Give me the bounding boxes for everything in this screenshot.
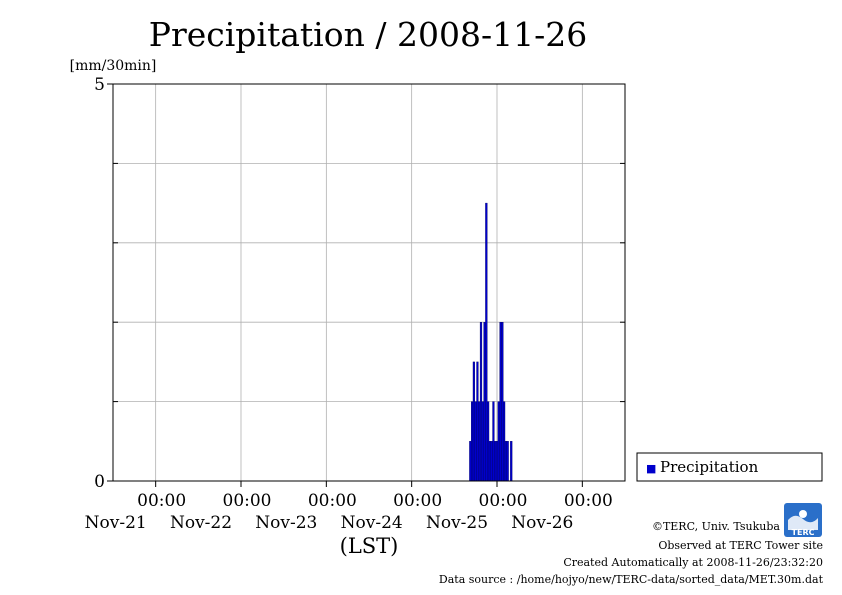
footer-created: Created Automatically at 2008-11-26/23:3…	[563, 556, 823, 569]
precipitation-bar	[492, 401, 495, 482]
precipitation-bar	[481, 401, 484, 482]
precipitation-bar	[494, 441, 497, 482]
plot-frame	[112, 83, 626, 482]
x-tick-time: 00:00	[393, 491, 442, 511]
x-tick-date: Nov-21	[85, 513, 147, 533]
x-tick-time: 00:00	[137, 491, 186, 511]
footer-copyright: ©TERC, Univ. Tsukuba	[652, 520, 780, 533]
x-tick-time: 00:00	[479, 491, 528, 511]
precipitation-bar	[495, 441, 499, 482]
precipitation-bar	[485, 202, 488, 482]
legend-box	[636, 452, 823, 482]
precipitation-bar	[504, 441, 507, 482]
x-tick-date: Nov-22	[170, 513, 232, 533]
precipitation-bar	[471, 401, 474, 482]
precipitation-bar	[474, 401, 477, 482]
footer-observed: Observed at TERC Tower site	[658, 539, 823, 552]
precipitation-bar	[476, 361, 479, 482]
precipitation-bar	[497, 401, 500, 482]
bars-layer	[469, 202, 513, 482]
y-tick-label: 5	[94, 75, 105, 95]
chart-title: Precipitation / 2008-11-26	[149, 15, 587, 54]
footer-source: Data source : /home/hojyo/new/TERC-data/…	[439, 573, 824, 586]
x-tick-time: 00:00	[564, 491, 613, 511]
x-tick-layer: 00:00Nov-2100:00Nov-2200:00Nov-2300:00No…	[85, 481, 613, 533]
x-tick-date: Nov-24	[341, 513, 403, 533]
x-axis-label: (LST)	[340, 534, 399, 558]
grid-layer	[113, 84, 625, 481]
precipitation-bar	[506, 441, 509, 482]
precipitation-bar	[501, 322, 504, 482]
legend-marker: ■	[646, 462, 656, 475]
precipitation-bar	[490, 441, 493, 482]
x-tick-time: 00:00	[223, 491, 272, 511]
x-tick-date: Nov-26	[511, 513, 573, 533]
precipitation-bar	[478, 401, 481, 482]
y-tick-label: 0	[94, 472, 105, 492]
precipitation-bar	[503, 401, 506, 482]
precipitation-bar	[510, 441, 513, 482]
precipitation-bar	[488, 441, 491, 482]
y-axis-unit: [mm/30min]	[70, 58, 157, 74]
legend: ■ Precipitation	[636, 452, 823, 482]
precipitation-bar	[487, 401, 490, 482]
x-tick-date: Nov-23	[255, 513, 317, 533]
logo-text: TERC	[792, 528, 815, 537]
precipitation-bar	[472, 361, 475, 482]
precipitation-bar	[483, 322, 486, 482]
precipitation-bar	[479, 322, 483, 482]
x-tick-date: Nov-25	[426, 513, 488, 533]
precipitation-bar	[469, 441, 472, 482]
x-tick-time: 00:00	[308, 491, 357, 511]
precipitation-bar	[499, 322, 502, 482]
terc-logo-icon: TERC	[784, 503, 822, 537]
legend-label: Precipitation	[660, 458, 759, 476]
y-tick-layer: 05	[94, 75, 625, 492]
